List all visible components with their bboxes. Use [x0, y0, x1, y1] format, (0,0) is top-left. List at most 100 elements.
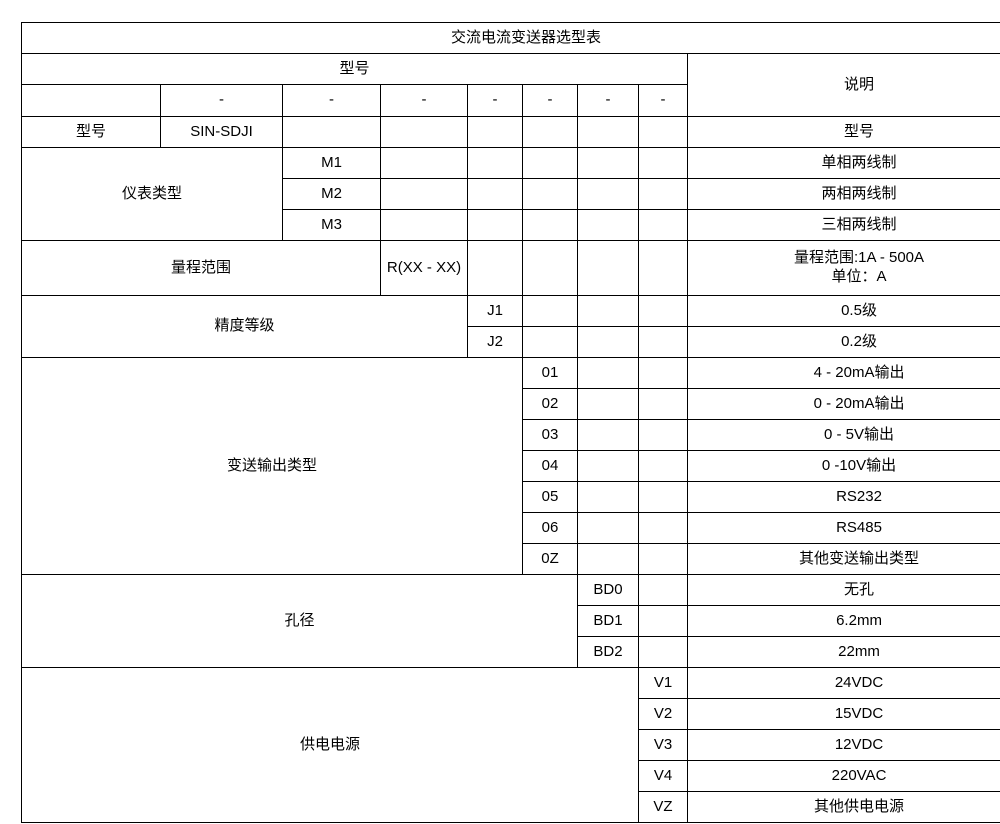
selection-table: 交流电流变送器选型表 型号 说明 - - - - - - - 型号 SIN	[20, 22, 1000, 823]
cell-blank	[638, 240, 688, 296]
cell-blank	[577, 116, 639, 148]
cell-blank	[380, 116, 468, 148]
table-row: 06 RS485	[22, 512, 1000, 544]
table-row: BD2 22mm	[22, 636, 1000, 668]
cell-blank	[467, 147, 523, 179]
description-model: 型号	[686, 116, 1000, 148]
table-row: 仪表类型 M1 单相两线制	[21, 147, 1000, 241]
cell-blank	[522, 147, 578, 179]
group-label-range: 量程范围	[21, 240, 381, 296]
cell-blank	[577, 147, 639, 179]
header-dash-2: -	[282, 84, 381, 117]
cell-blank	[577, 512, 639, 544]
description-range-line2: 单位：A	[831, 268, 887, 285]
header-dash-blank	[21, 84, 161, 117]
cell-blank	[638, 295, 688, 327]
description-range: 量程范围:1A - 500A 单位：A	[686, 240, 1000, 296]
description-v3: 12VDC	[686, 729, 1000, 761]
cell-blank	[282, 116, 381, 148]
cell-blank	[638, 326, 688, 358]
cell-blank	[577, 543, 639, 575]
table-row: V3 12VDC	[22, 729, 1000, 761]
code-02: 02	[522, 388, 578, 420]
description-v2: 15VDC	[686, 698, 1000, 730]
group-label-instrument-type: 仪表类型	[21, 147, 283, 241]
cell-blank	[380, 147, 468, 179]
header-dash-1: -	[160, 84, 283, 117]
cell-blank	[577, 481, 639, 513]
table-row: 03 0 - 5V输出	[22, 419, 1000, 451]
cell-blank	[522, 295, 578, 327]
code-bd2: BD2	[577, 636, 639, 668]
cell-blank	[638, 481, 688, 513]
description-m3: 三相两线制	[686, 209, 1000, 241]
cell-blank	[638, 116, 688, 148]
code-v1: V1	[638, 667, 688, 699]
cell-blank	[467, 116, 523, 148]
code-06: 06	[522, 512, 578, 544]
header-dash-7: -	[638, 84, 688, 117]
code-vz: VZ	[638, 791, 688, 823]
cell-blank	[467, 209, 523, 241]
header-dash-3: -	[380, 84, 468, 117]
table-row: VZ 其他供电电源	[22, 791, 1000, 823]
description-v4: 220VAC	[686, 760, 1000, 792]
cell-blank	[467, 178, 523, 210]
group-label-aperture: 孔径	[21, 574, 578, 668]
table-row: V2 15VDC	[22, 698, 1000, 730]
code-v4: V4	[638, 760, 688, 792]
table-row: 0Z 其他变送输出类型	[22, 543, 1000, 575]
code-range: R(XX - XX)	[380, 240, 468, 296]
cell-blank	[638, 636, 688, 668]
description-vz: 其他供电电源	[686, 791, 1000, 823]
cell-blank	[577, 357, 639, 389]
description-j1: 0.5级	[686, 295, 1000, 327]
cell-blank	[638, 543, 688, 575]
description-m2: 两相两线制	[686, 178, 1000, 210]
table-row: 孔径 BD0 无孔	[21, 574, 1000, 668]
table-row: 精度等级 J1 0.5级	[21, 295, 1000, 358]
description-0z: 其他变送输出类型	[686, 543, 1000, 575]
cell-blank	[467, 240, 523, 296]
cell-blank	[577, 419, 639, 451]
code-01: 01	[522, 357, 578, 389]
code-03: 03	[522, 419, 578, 451]
code-bd1: BD1	[577, 605, 639, 637]
table-row: 供电电源 V1 24VDC	[21, 667, 1000, 823]
table-row: BD1 6.2mm	[22, 605, 1000, 637]
description-01: 4 - 20mA输出	[686, 357, 1000, 389]
cell-blank	[638, 419, 688, 451]
cell-blank	[638, 574, 688, 606]
cell-blank	[638, 357, 688, 389]
header-model-group: 型号	[21, 53, 688, 85]
table-row: 变送输出类型 01 4 - 20mA输出	[21, 357, 1000, 575]
code-05: 05	[522, 481, 578, 513]
table-row: 04 0 -10V输出	[22, 450, 1000, 482]
description-range-line1: 量程范围:1A - 500A	[793, 249, 925, 267]
cell-blank	[638, 178, 688, 210]
code-04: 04	[522, 450, 578, 482]
code-m3: M3	[282, 209, 381, 241]
code-m1: M1	[282, 147, 381, 179]
cell-blank	[380, 178, 468, 210]
cell-blank	[638, 147, 688, 179]
code-j2: J2	[467, 326, 523, 358]
table-row: 型号 SIN-SDJI 型号	[21, 116, 1000, 148]
cell-blank	[638, 450, 688, 482]
cell-blank	[577, 209, 639, 241]
description-03: 0 - 5V输出	[686, 419, 1000, 451]
cell-blank	[522, 326, 578, 358]
cell-blank	[577, 326, 639, 358]
description-m1: 单相两线制	[686, 147, 1000, 179]
table-row: 02 0 - 20mA输出	[22, 388, 1000, 420]
title-row: 交流电流变送器选型表	[20, 22, 1000, 54]
description-bd2: 22mm	[686, 636, 1000, 668]
code-v3: V3	[638, 729, 688, 761]
cell-blank	[577, 388, 639, 420]
description-bd0: 无孔	[686, 574, 1000, 606]
description-06: RS485	[686, 512, 1000, 544]
code-0z: 0Z	[522, 543, 578, 575]
description-02: 0 - 20mA输出	[686, 388, 1000, 420]
cell-blank	[577, 450, 639, 482]
